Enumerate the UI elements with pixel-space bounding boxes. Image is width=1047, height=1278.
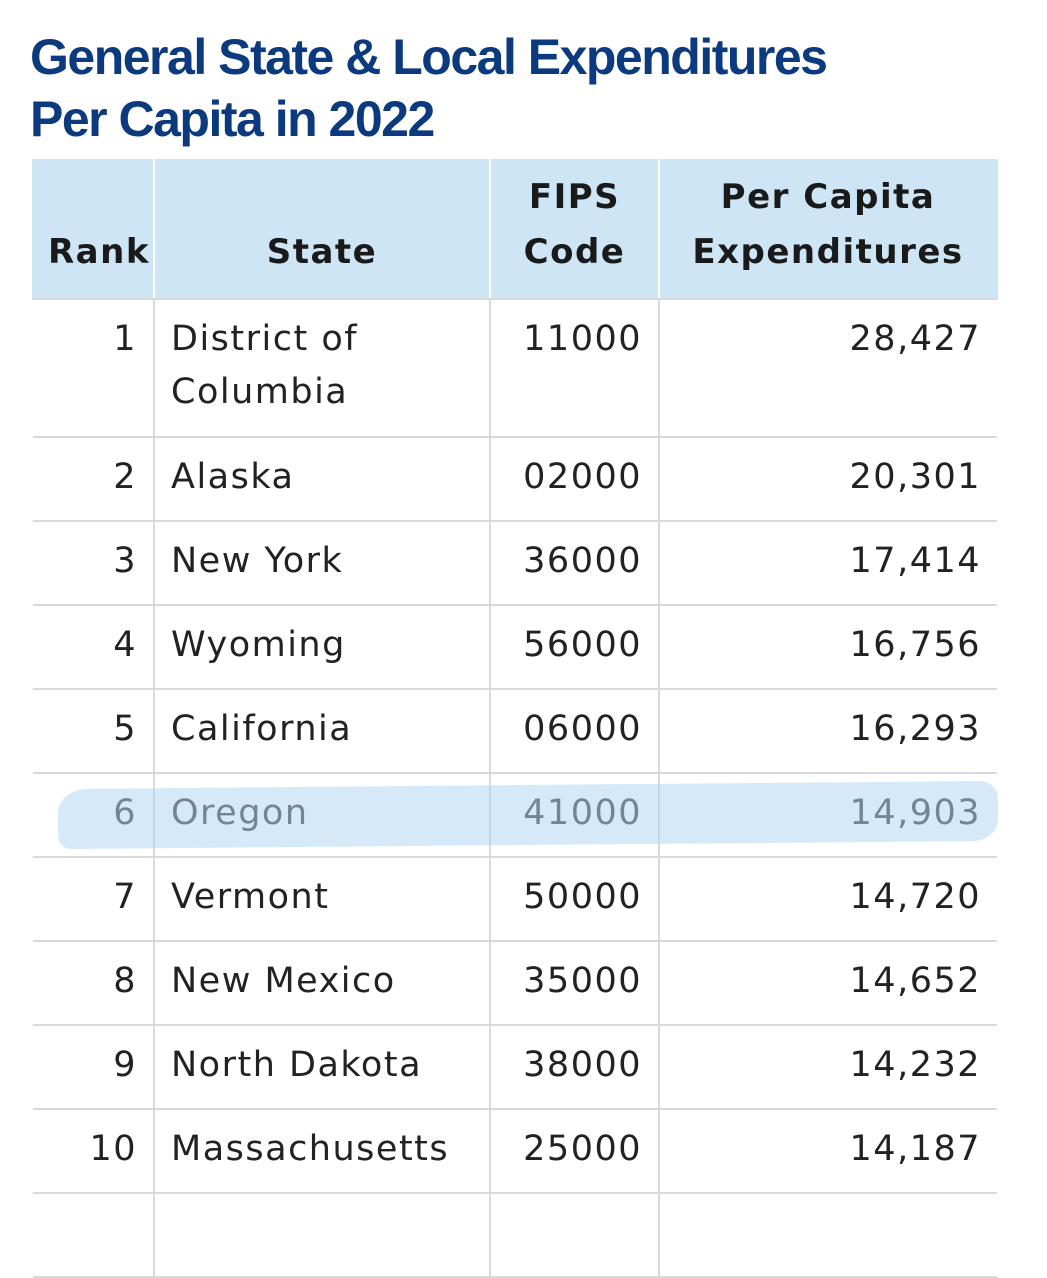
cell-expenditures: 14,720 (658, 856, 997, 942)
cell-fips (489, 1192, 660, 1278)
cell-expenditures: 17,414 (658, 520, 997, 606)
cell-fips: 11000 (489, 298, 660, 438)
header-per-capita-expenditures: Per Capita Expenditures (658, 159, 998, 300)
cell-rank: 3 (33, 520, 155, 606)
cell-state (153, 1192, 491, 1278)
table-row: 10 Massachusetts 25000 14,187 (33, 1108, 997, 1194)
cell-state: Wyoming (153, 604, 491, 690)
header-row: Rank State FIPS Code Per Capita Expendit… (32, 159, 998, 300)
table-row-partial (33, 1192, 997, 1278)
table-body: 1 District of Columbia 11000 28,427 2 Ala… (33, 298, 997, 1278)
header-exp-line-2: Expenditures (692, 232, 964, 272)
cell-rank: 1 (33, 298, 155, 438)
cell-fips: 06000 (489, 688, 660, 774)
cell-expenditures: 20,301 (658, 436, 997, 522)
expenditures-table: Rank State FIPS Code Per Capita Expendit… (32, 159, 998, 1278)
cell-expenditures (658, 1192, 997, 1278)
header-fips-code: FIPS Code (489, 159, 660, 300)
cell-rank (33, 1192, 155, 1278)
cell-state-line-2: Columbia (171, 372, 349, 412)
cell-rank: 4 (33, 604, 155, 690)
title-line-2: Per Capita in 2022 (30, 91, 435, 147)
table-row: 8 New Mexico 35000 14,652 (33, 940, 997, 1026)
cell-state: New York (153, 520, 491, 606)
cell-state: California (153, 688, 491, 774)
cell-fips: 36000 (489, 520, 660, 606)
cell-fips: 50000 (489, 856, 660, 942)
page-title: General State & Local Expenditures Per C… (30, 26, 1020, 150)
cell-expenditures: 28,427 (658, 298, 997, 438)
cell-fips: 56000 (489, 604, 660, 690)
cell-fips: 41000 (489, 772, 660, 858)
cell-expenditures: 14,903 (658, 772, 997, 858)
cell-state: District of Columbia (153, 298, 491, 438)
cell-state: North Dakota (153, 1024, 491, 1110)
cell-expenditures: 16,293 (658, 688, 997, 774)
cell-rank: 10 (33, 1108, 155, 1194)
cell-state: Vermont (153, 856, 491, 942)
cell-state: Oregon (153, 772, 491, 858)
cell-state: Massachusetts (153, 1108, 491, 1194)
table-row: 5 California 06000 16,293 (33, 688, 997, 774)
cell-rank: 6 (33, 772, 155, 858)
cell-fips: 02000 (489, 436, 660, 522)
cell-expenditures: 14,652 (658, 940, 997, 1026)
table-row: 9 North Dakota 38000 14,232 (33, 1024, 997, 1110)
cell-fips: 38000 (489, 1024, 660, 1110)
header-rank: Rank (32, 159, 155, 300)
cell-state: Alaska (153, 436, 491, 522)
table-header: Rank State FIPS Code Per Capita Expendit… (32, 159, 998, 300)
table-row: 4 Wyoming 56000 16,756 (33, 604, 997, 690)
cell-expenditures: 16,756 (658, 604, 997, 690)
header-fips-line-2: Code (523, 232, 626, 272)
title-line-1: General State & Local Expenditures (30, 29, 828, 85)
cell-rank: 9 (33, 1024, 155, 1110)
cell-fips: 25000 (489, 1108, 660, 1194)
table-row: 2 Alaska 02000 20,301 (33, 436, 997, 522)
header-fips-line-1: FIPS (528, 177, 621, 217)
table-row: 3 New York 36000 17,414 (33, 520, 997, 606)
cell-state-line-1: District of (171, 319, 359, 359)
header-exp-line-1: Per Capita (720, 177, 936, 217)
table-row: 1 District of Columbia 11000 28,427 (33, 298, 997, 438)
cell-fips: 35000 (489, 940, 660, 1026)
cell-rank: 8 (33, 940, 155, 1026)
cell-rank: 2 (33, 436, 155, 522)
cell-rank: 5 (33, 688, 155, 774)
header-state: State (153, 159, 491, 300)
cell-state: New Mexico (153, 940, 491, 1026)
cell-rank: 7 (33, 856, 155, 942)
cell-expenditures: 14,187 (658, 1108, 997, 1194)
cell-expenditures: 14,232 (658, 1024, 997, 1110)
table-row: 7 Vermont 50000 14,720 (33, 856, 997, 942)
table-row-highlighted: 6 Oregon 41000 14,903 (33, 772, 997, 858)
